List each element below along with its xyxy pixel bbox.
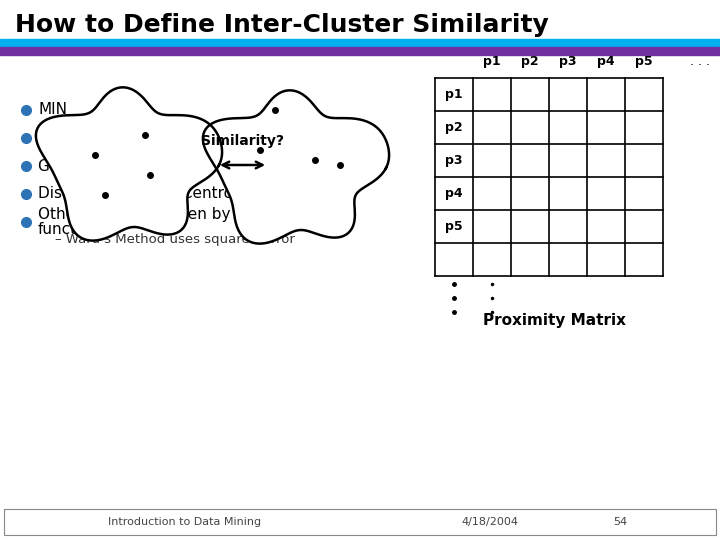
Polygon shape: [36, 87, 222, 241]
Text: How to Define Inter-Cluster Similarity: How to Define Inter-Cluster Similarity: [15, 13, 549, 37]
Text: Distance Between Centroids: Distance Between Centroids: [38, 186, 255, 201]
Text: p4: p4: [597, 55, 615, 68]
Text: MAX: MAX: [38, 131, 72, 145]
Text: p3: p3: [445, 154, 463, 167]
Bar: [0, 47, 720, 55]
Text: – Ward’s Method uses squared error: – Ward’s Method uses squared error: [55, 233, 295, 246]
Text: p2: p2: [521, 55, 539, 68]
Bar: [4, 509, 716, 535]
Text: Proximity Matrix: Proximity Matrix: [483, 314, 626, 328]
Text: p3: p3: [559, 55, 577, 68]
Text: 4/18/2004: 4/18/2004: [462, 517, 518, 527]
Text: 54: 54: [613, 517, 627, 527]
Text: Similarity?: Similarity?: [201, 134, 284, 148]
Text: p4: p4: [445, 187, 463, 200]
Text: Introduction to Data Mining: Introduction to Data Mining: [109, 517, 261, 527]
Text: Group Average: Group Average: [38, 159, 153, 173]
Polygon shape: [203, 90, 389, 244]
Text: . . .: . . .: [690, 55, 710, 68]
Bar: [0, 39, 720, 47]
Text: p5: p5: [445, 220, 463, 233]
Text: Other methods driven by an objective: Other methods driven by an objective: [38, 207, 329, 222]
Text: p5: p5: [635, 55, 653, 68]
Text: p1: p1: [445, 88, 463, 101]
Text: p2: p2: [445, 121, 463, 134]
Text: function: function: [38, 221, 100, 237]
Text: p1: p1: [483, 55, 501, 68]
Text: MIN: MIN: [38, 103, 67, 118]
